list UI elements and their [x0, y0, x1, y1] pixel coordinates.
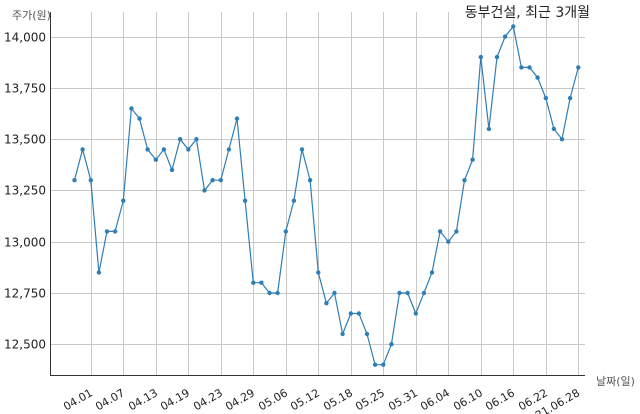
data-point [80, 147, 85, 152]
grid [50, 12, 585, 375]
series-stock-price [72, 24, 581, 367]
data-point [527, 65, 532, 70]
data-point [324, 301, 329, 306]
y-tick-label: 14,000 [4, 31, 46, 45]
data-point [177, 137, 183, 142]
data-point [121, 198, 126, 203]
x-tick-label: 04.13 [126, 386, 160, 413]
data-point [381, 362, 386, 367]
data-point [446, 239, 451, 244]
data-point [478, 54, 483, 60]
data-point [210, 178, 215, 183]
data-point [421, 290, 427, 296]
data-point [275, 290, 280, 296]
data-point [186, 147, 191, 152]
data-point [486, 126, 492, 132]
data-point [543, 95, 548, 101]
data-point [429, 270, 435, 275]
data-point [511, 24, 516, 29]
x-tick-label: 04.23 [191, 386, 225, 413]
data-point [413, 311, 418, 316]
data-point [454, 229, 459, 234]
data-point [502, 34, 508, 39]
data-point [218, 178, 223, 183]
data-point [462, 178, 467, 183]
data-point [153, 157, 158, 162]
data-point [226, 147, 232, 152]
data-point [551, 126, 557, 132]
data-point [299, 147, 305, 152]
x-tick-label: 04.29 [223, 386, 257, 413]
data-point [251, 280, 256, 285]
data-point [104, 229, 110, 234]
data-point [340, 331, 345, 337]
data-point [234, 116, 240, 121]
data-point [332, 290, 337, 296]
data-point [372, 362, 378, 367]
x-tick-label: 05.31 [386, 386, 420, 413]
x-tick-label: 06.04 [418, 386, 452, 413]
data-point [348, 311, 353, 316]
data-point [405, 290, 410, 296]
data-point [242, 198, 248, 203]
data-point [283, 229, 288, 234]
data-point [291, 198, 297, 203]
x-tick-label: 06.16 [483, 386, 517, 413]
x-tick-label: 05.25 [353, 386, 387, 413]
y-tick-label: 13,000 [4, 236, 46, 250]
y-tick-label: 13,500 [4, 133, 46, 147]
data-point [535, 75, 540, 80]
y-axis-label: 주가(원) [12, 9, 51, 22]
x-tick-label: 05.18 [321, 386, 355, 413]
data-point [259, 280, 264, 285]
data-point [72, 178, 77, 183]
data-point [202, 188, 207, 193]
chart-title: 동부건설, 최근 3개월 [465, 5, 590, 21]
data-point [494, 54, 500, 60]
x-tick-label: 05.06 [256, 386, 290, 413]
axes [50, 12, 585, 376]
data-point [96, 270, 102, 275]
data-point [307, 178, 313, 183]
data-point [437, 229, 443, 234]
data-point [567, 95, 573, 101]
data-point [129, 106, 134, 111]
x-tick-label: 04.01 [61, 386, 95, 413]
data-point [161, 147, 167, 152]
data-point [169, 167, 175, 173]
data-point [112, 229, 118, 234]
y-tick-labels: 12,500 12,750 13,000 13,250 13,500 13,750 14,0… [4, 31, 46, 352]
x-tick-label: 04.07 [93, 386, 127, 413]
data-point [397, 290, 402, 296]
data-point [194, 137, 199, 142]
x-tick-label: 05.12 [288, 386, 322, 413]
y-tick-label: 12,500 [4, 338, 46, 352]
data-point [137, 116, 142, 121]
data-point [356, 311, 362, 316]
y-tick-label: 12,750 [4, 287, 46, 301]
data-point [88, 178, 94, 183]
data-point [519, 65, 524, 70]
data-point [145, 147, 150, 152]
data-point [389, 342, 394, 347]
x-axis-label: 날짜(일) [596, 374, 635, 388]
x-tick-label: 04.19 [158, 386, 192, 413]
data-point [470, 157, 475, 162]
data-point [364, 331, 370, 337]
data-point [576, 65, 581, 70]
y-tick-label: 13,250 [4, 184, 46, 198]
data-point [559, 137, 565, 142]
data-point [267, 290, 272, 296]
series-line [73, 25, 579, 366]
y-tick-label: 13,750 [4, 82, 46, 96]
x-tick-label: 06.10 [451, 386, 485, 413]
data-point [316, 270, 321, 275]
